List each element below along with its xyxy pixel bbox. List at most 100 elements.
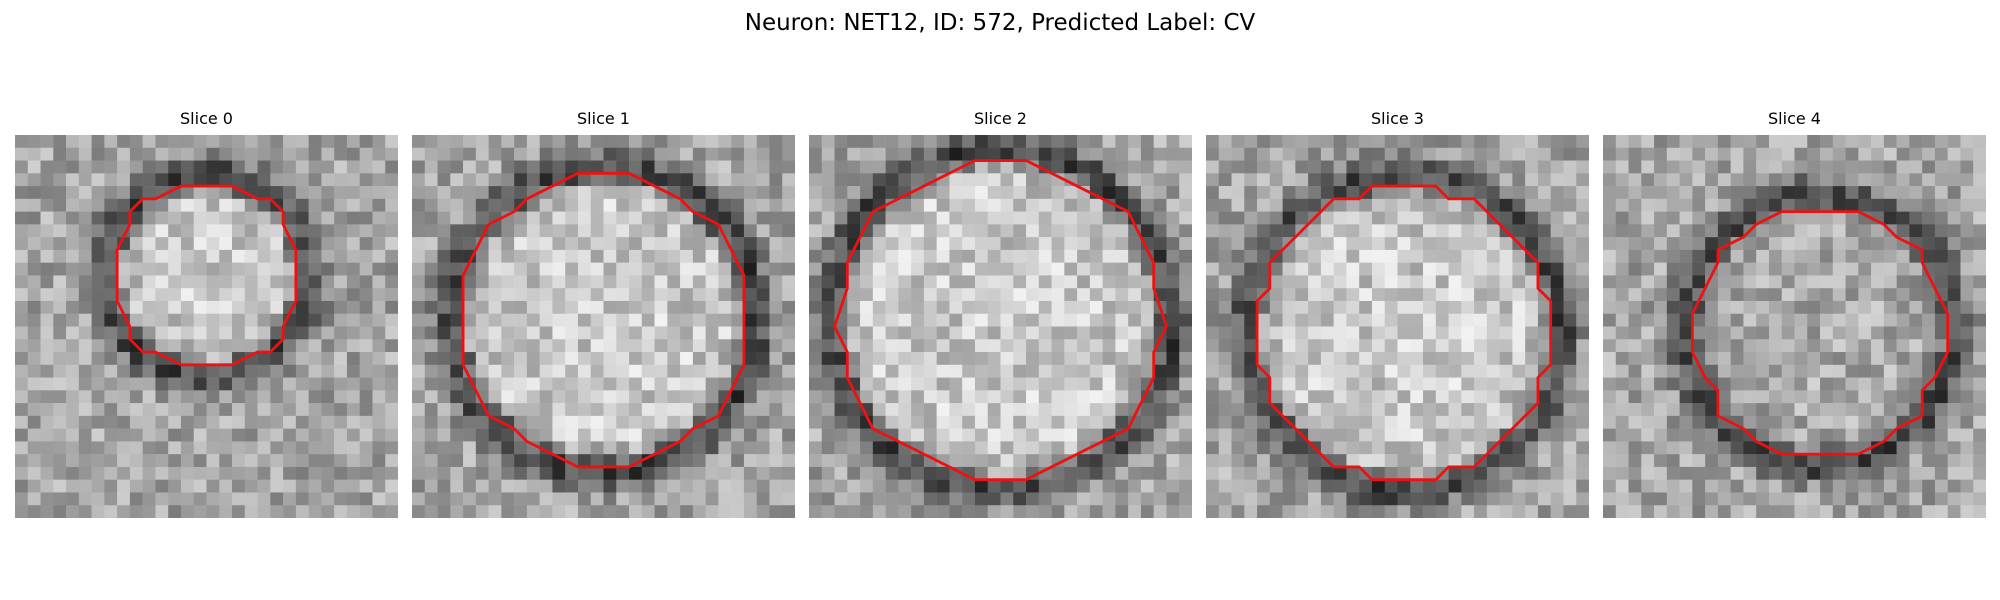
image-pixel	[1448, 275, 1462, 289]
image-pixel	[1371, 352, 1385, 366]
image-pixel	[1102, 198, 1116, 212]
image-pixel	[1231, 135, 1245, 149]
image-pixel	[1628, 326, 1642, 340]
image-pixel	[1883, 262, 1897, 276]
image-pixel	[898, 224, 912, 238]
image-pixel	[641, 135, 655, 149]
image-pixel	[821, 441, 835, 455]
image-pixel	[1333, 364, 1347, 378]
image-pixel	[718, 466, 732, 480]
image-pixel	[1960, 313, 1974, 327]
image-pixel	[1397, 466, 1411, 480]
image-pixel	[1896, 160, 1910, 174]
image-pixel	[1000, 326, 1014, 340]
image-pixel	[692, 275, 706, 289]
image-pixel	[155, 479, 169, 493]
image-pixel	[437, 288, 451, 302]
image-pixel	[1000, 275, 1014, 289]
image-pixel	[885, 505, 899, 518]
image-pixel	[911, 505, 925, 518]
image-pixel	[860, 403, 874, 417]
image-pixel	[1692, 224, 1706, 238]
image-pixel	[308, 160, 322, 174]
image-pixel	[1973, 186, 1986, 200]
image-pixel	[962, 364, 976, 378]
image-pixel	[1896, 428, 1910, 442]
slice-title: Slice 4	[1768, 109, 1821, 128]
image-pixel	[1474, 352, 1488, 366]
image-pixel	[1486, 147, 1500, 161]
image-pixel	[629, 211, 643, 225]
image-pixel	[936, 211, 950, 225]
image-pixel	[104, 492, 118, 506]
image-pixel	[501, 186, 515, 200]
image-pixel	[27, 326, 41, 340]
image-pixel	[769, 428, 783, 442]
image-pixel	[117, 288, 131, 302]
image-pixel	[974, 505, 988, 518]
image-pixel	[1308, 339, 1322, 353]
image-pixel	[1423, 466, 1437, 480]
image-pixel	[834, 415, 848, 429]
image-pixel	[1499, 275, 1513, 289]
image-pixel	[1845, 326, 1859, 340]
image-pixel	[1038, 135, 1052, 149]
image-pixel	[450, 339, 464, 353]
image-pixel	[1448, 454, 1462, 468]
image-pixel	[53, 160, 67, 174]
image-pixel	[1346, 173, 1360, 187]
image-pixel	[1166, 454, 1180, 468]
image-pixel	[270, 313, 284, 327]
image-pixel	[962, 198, 976, 212]
image-pixel	[1371, 454, 1385, 468]
image-pixel	[1692, 262, 1706, 276]
image-pixel	[372, 505, 386, 518]
image-pixel	[1333, 454, 1347, 468]
image-pixel	[1435, 313, 1449, 327]
image-pixel	[1692, 441, 1706, 455]
image-pixel	[1756, 275, 1770, 289]
image-pixel	[475, 479, 489, 493]
image-pixel	[667, 288, 681, 302]
image-pixel	[15, 173, 29, 187]
image-pixel	[168, 300, 182, 314]
image-pixel	[911, 352, 925, 366]
image-pixel	[1461, 377, 1475, 391]
image-pixel	[437, 262, 451, 276]
image-pixel	[514, 275, 528, 289]
image-pixel	[641, 147, 655, 161]
image-pixel	[1179, 211, 1192, 225]
image-pixel	[1537, 505, 1551, 518]
image-pixel	[168, 262, 182, 276]
image-pixel	[321, 237, 335, 251]
image-pixel	[1102, 339, 1116, 353]
image-pixel	[731, 441, 745, 455]
image-pixel	[1705, 211, 1719, 225]
image-pixel	[129, 454, 143, 468]
image-pixel	[1883, 403, 1897, 417]
image-pixel	[40, 313, 54, 327]
image-pixel	[437, 364, 451, 378]
image-pixel	[1153, 505, 1167, 518]
image-pixel	[1730, 173, 1744, 187]
image-pixel	[437, 454, 451, 468]
image-pixel	[346, 454, 360, 468]
image-pixel	[654, 479, 668, 493]
image-pixel	[1820, 390, 1834, 404]
image-pixel	[463, 403, 477, 417]
image-pixel	[270, 249, 284, 263]
image-pixel	[1820, 198, 1834, 212]
image-pixel	[40, 415, 54, 429]
image-pixel	[949, 428, 963, 442]
image-pixel	[539, 428, 553, 442]
image-pixel	[923, 454, 937, 468]
image-pixel	[1486, 198, 1500, 212]
image-pixel	[1166, 300, 1180, 314]
image-pixel	[206, 428, 220, 442]
image-pixel	[809, 211, 823, 225]
image-pixel	[1102, 300, 1116, 314]
image-pixel	[1768, 352, 1782, 366]
image-pixel	[705, 428, 719, 442]
image-pixel	[539, 505, 553, 518]
image-pixel	[1692, 415, 1706, 429]
